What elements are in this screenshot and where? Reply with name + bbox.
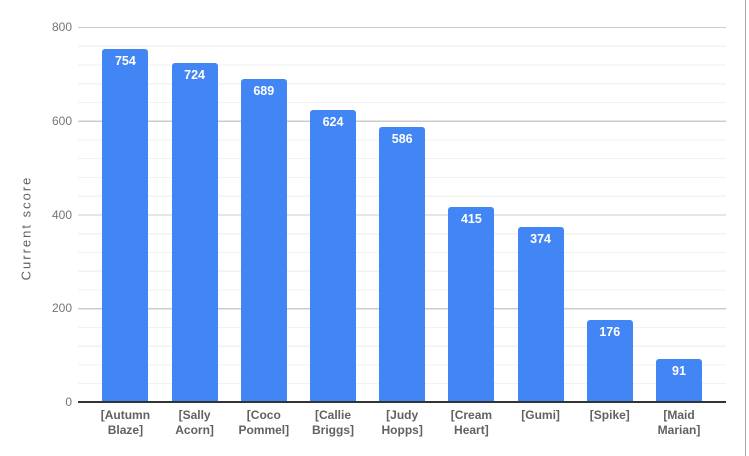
bar-value-label: 689 xyxy=(253,84,275,99)
plot-area: 754 724 689 624 586 415 374 176 91 xyxy=(78,27,726,402)
bar[interactable]: 689 xyxy=(240,79,287,402)
bar-value-label: 754 xyxy=(114,53,136,68)
category-label: [Callie Briggs] xyxy=(312,408,354,437)
bar-value-label: 724 xyxy=(184,67,206,82)
bar[interactable]: 586 xyxy=(379,127,426,402)
bar-value-label: 415 xyxy=(460,212,482,227)
y-tick-label: 800 xyxy=(51,20,72,34)
window-edge-line xyxy=(744,0,746,456)
bar[interactable]: 415 xyxy=(448,207,495,402)
x-axis-category-labels: [Autumn Blaze] [Sally Acorn] [Coco Pommel]… xyxy=(78,408,726,452)
bar[interactable]: 176 xyxy=(586,319,633,402)
category-label: [Sally Acorn] xyxy=(175,408,214,437)
bar-value-label: 586 xyxy=(391,132,413,147)
bar[interactable]: 374 xyxy=(517,226,564,402)
bar[interactable]: 754 xyxy=(102,48,149,402)
category-label: [Autumn Blaze] xyxy=(100,408,151,437)
category-label: [Maid Marian] xyxy=(657,408,701,437)
category-label: [Judy Hopps] xyxy=(381,408,423,437)
category-label: [Cream Heart] xyxy=(450,408,493,437)
bar-value-label: 176 xyxy=(599,324,621,339)
bar-value-label: 374 xyxy=(530,231,552,246)
bar[interactable]: 624 xyxy=(310,109,356,402)
y-tick-label: 0 xyxy=(65,395,72,409)
bar-value-label: 91 xyxy=(672,364,686,379)
y-tick-label: 600 xyxy=(51,113,72,128)
y-tick-label: 200 xyxy=(51,301,72,316)
y-tick-label: 400 xyxy=(51,207,72,222)
y-axis-tick-labels: 0 200 400 600 800 xyxy=(0,0,72,456)
bar-value-label: 624 xyxy=(322,114,344,129)
bar[interactable]: 91 xyxy=(656,359,702,402)
category-label: [Spike] xyxy=(589,408,630,422)
category-label: [Gumi] xyxy=(521,408,560,422)
bar[interactable]: 724 xyxy=(171,62,218,402)
category-label: [Coco Pommel] xyxy=(238,408,290,437)
x-axis-line xyxy=(78,401,726,403)
